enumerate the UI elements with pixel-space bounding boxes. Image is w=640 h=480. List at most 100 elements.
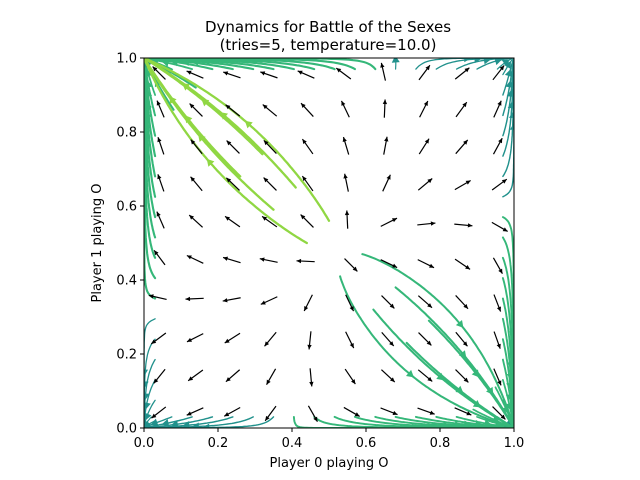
quiver-arrow-head [302, 139, 307, 144]
streamline-arrow [144, 412, 152, 421]
streamline-arrow [198, 134, 206, 143]
quiver-arrow-head [225, 216, 230, 221]
quiver-arrow-head [224, 412, 230, 417]
quiver-arrow-head [223, 256, 229, 261]
quiver-arrow-head [342, 137, 347, 143]
streamline-arrow [494, 58, 503, 66]
chart-title-line2: (tries=5, temperature=10.0) [220, 36, 437, 54]
y-axis-label: Player 1 playing O [90, 184, 105, 303]
x-tick-label: 0.6 [356, 436, 377, 451]
streamline-arrow [486, 386, 494, 395]
quiver-arrow-head [343, 173, 348, 179]
streamline-arrow [144, 381, 149, 389]
streamline-arrow [501, 405, 509, 414]
quiver-arrow-head [466, 411, 472, 416]
quiver-arrow-head [462, 102, 467, 108]
quiver-arrow-head [186, 411, 192, 416]
streamline-arrow [509, 331, 514, 339]
quiver-arrow-head [156, 100, 161, 106]
quiver-arrow-head [430, 221, 436, 226]
quiver-arrow-head [349, 343, 354, 349]
quiver-arrow-head [427, 178, 433, 184]
quiver-arrow-head [187, 337, 193, 342]
x-axis-label: Player 0 playing O [270, 456, 389, 471]
quiver-arrow-head [260, 300, 266, 305]
y-tick-label: 0.6 [116, 200, 137, 215]
quiver-arrow-head [190, 176, 196, 182]
streamline [502, 58, 514, 117]
quiver-arrow-head [222, 298, 228, 303]
streamline-arrow [144, 393, 150, 401]
streamline-arrow [501, 59, 510, 67]
quiver-arrow-head [156, 211, 161, 217]
quiver-arrow-head [313, 416, 318, 422]
streamline-arrow [405, 369, 414, 378]
quiver-arrow-head [423, 101, 428, 107]
quiver-arrow-head [499, 65, 505, 71]
quiver-arrow-head [152, 66, 158, 72]
quiver-arrow-head [498, 268, 503, 274]
quiver-arrow-head [392, 218, 398, 223]
quiver-arrow-head [265, 415, 270, 421]
plot-area [144, 58, 514, 428]
chart-title-line1: Dynamics for Battle of the Sexes [205, 18, 451, 36]
quiver-arrow-head [225, 104, 231, 110]
streamline [472, 408, 514, 428]
quiver-arrow-head [225, 377, 231, 382]
quiver-arrow-head [300, 214, 306, 220]
quiver-arrow-head [186, 255, 192, 260]
streamline [144, 416, 193, 428]
quiver-arrow-head [497, 380, 502, 386]
x-tick-label: 0.0 [134, 436, 155, 451]
quiver-arrow-head [389, 341, 394, 347]
streamline [476, 58, 514, 70]
quiver-arrow-head [389, 377, 395, 383]
quiver-arrow-head [502, 227, 508, 232]
streamline [361, 253, 514, 428]
streamline [494, 386, 514, 428]
quiver-arrow-head [380, 62, 385, 68]
quiver-arrow-head [429, 410, 435, 415]
streamline-arrow [484, 419, 492, 428]
quiver-arrow-head [296, 258, 302, 264]
quiver-arrow-head [188, 376, 194, 381]
quiver-arrow-head [497, 100, 502, 106]
y-axis: 0.0 0.2 0.4 0.6 0.8 1.0 [116, 52, 144, 437]
quiver-arrow-head [224, 338, 230, 344]
streamline-arrow [191, 422, 199, 428]
quiver-arrow-head [226, 140, 232, 146]
quiver-arrow-head [463, 377, 469, 383]
axes-frame [143, 57, 515, 429]
quiver-arrow-head [304, 306, 309, 312]
quiver-arrow-head [260, 71, 266, 76]
quiver-arrow-head [384, 136, 389, 142]
quiver-arrow-head [498, 138, 503, 144]
streamline-arrow [150, 418, 159, 427]
streamline-arrow [220, 112, 229, 120]
streamline [339, 275, 514, 428]
streamline-arrow [509, 320, 514, 328]
quiver-arrow-head [465, 265, 471, 270]
quiver-arrow-head [392, 263, 398, 268]
quiver-arrow-head [463, 303, 469, 309]
quiver-arrow-head [349, 306, 354, 312]
quiver-arrow-head [427, 376, 433, 382]
quiver-arrow-head [263, 140, 269, 146]
quiver-arrow-head [463, 139, 468, 145]
quiver-arrow-head [462, 341, 468, 347]
quiver-arrow-head [465, 180, 471, 185]
quiver-arrow-head [186, 70, 192, 75]
quiver-arrow-head [262, 104, 268, 110]
y-tick-label: 0.2 [116, 348, 137, 363]
quiver-arrow-head [148, 294, 154, 299]
quiver-arrow-head [157, 174, 162, 180]
quiver-arrow-head [426, 340, 432, 346]
quiver-arrow-head [392, 410, 398, 415]
quiver-arrow-head [302, 176, 307, 182]
streamline [144, 318, 156, 426]
quiver-arrow-head [354, 412, 360, 417]
quiver-arrow-head [151, 413, 157, 419]
x-tick-label: 0.8 [430, 436, 451, 451]
quiver-arrow-head [307, 344, 312, 350]
